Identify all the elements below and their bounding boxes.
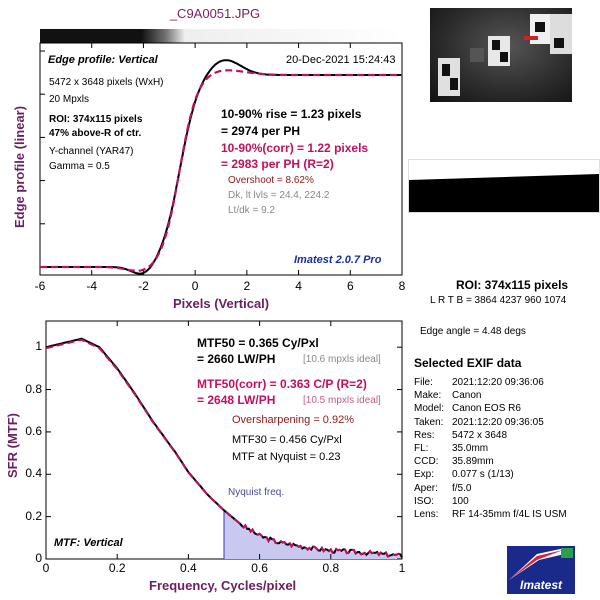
y-tick-label: 1	[35, 339, 42, 354]
nyquist-label: Nyquist freq.	[228, 487, 285, 498]
megapixels-line: 20 Mpxls	[49, 94, 90, 105]
exif-key: Exp:	[414, 469, 435, 481]
x-tick-label: 0	[42, 561, 50, 575]
roi-line: ROI: 374x115 pixels	[49, 114, 143, 125]
channel-line: Y-channel (YAR47)	[49, 146, 134, 157]
mtf-curve	[45, 337, 403, 558]
exif-value: Canon EOS R6	[452, 403, 521, 415]
imatest-logo-text: Imatest	[519, 578, 563, 592]
oversharpening-line: Oversharpening = 0.92%	[232, 414, 354, 426]
x-tick-label: -4	[86, 279, 98, 293]
mtf30-line: MTF30 = 0.456 Cy/Pxl	[232, 434, 342, 446]
imatest-logo: Imatest	[507, 546, 575, 594]
dark-light-levels: Dk, lt lvls = 24.4, 224.2	[228, 190, 330, 201]
y-tick-label: 0	[35, 551, 42, 565]
exif-key: Make:	[414, 390, 442, 402]
y-tick-label: 0.6	[25, 423, 42, 438]
exif-key: FL:	[414, 443, 429, 454]
light-dark-ratio: Lt/dk = 9.2	[228, 205, 275, 216]
x-tick-label: 0.4	[180, 561, 197, 575]
x-tick-label: 1	[398, 561, 406, 575]
exif-key: Model:	[414, 403, 445, 415]
edge-profile-plot	[39, 42, 403, 276]
mtf50-ideal: [10.6 mpxls ideal]	[303, 354, 381, 365]
imatest-version: Imatest 2.0.7 Pro	[294, 254, 382, 266]
image-filename-title: _C9A0051.JPG	[169, 6, 261, 21]
x-tick-label: 0	[191, 279, 199, 293]
exif-key: Lens:	[414, 509, 439, 520]
nyquist-area	[224, 510, 402, 559]
overshoot-line: Overshoot = 8.62%	[228, 175, 314, 186]
y-tick-label: 0.2	[25, 508, 42, 523]
edge-profile-y-label: Edge profile (linear)	[12, 105, 27, 228]
image-thumbnail	[430, 8, 572, 102]
exif-key: ISO:	[414, 495, 435, 507]
mtf50-corr-lwph-line: = 2648 LW/PH	[197, 393, 276, 407]
x-tick-label: 0.8	[322, 561, 340, 575]
edge-profile-timestamp: 20-Dec-2021 15:24:43	[286, 54, 396, 66]
exif-value: Canon	[452, 390, 482, 402]
exif-value: 5472 x 3648	[452, 429, 508, 441]
exif-key: Taken:	[414, 416, 444, 428]
roi-position-line: 47% above-R of ctr.	[49, 128, 142, 139]
edge-profile-corrected-line	[40, 69, 402, 272]
x-tick-label: -6	[34, 279, 46, 293]
roi-coordinates: L R T B = 3864 4237 960 1074	[430, 295, 567, 306]
mtf50-corr-ideal: [10.5 mpxls ideal]	[303, 395, 381, 406]
exif-key: Aper:	[414, 482, 438, 494]
x-tick-label: -2	[138, 279, 149, 293]
edge-profile-heading: Edge profile: Vertical	[48, 54, 158, 66]
rise-10-90: 10-90% rise = 1.23 pixels	[221, 107, 362, 121]
mtf-x-label: Frequency, Cycles/pixel	[149, 578, 297, 593]
mtf-plot	[45, 320, 403, 560]
exif-value: f/5.0	[452, 482, 472, 494]
image-size-line: 5472 x 3648 pixels (WxH)	[49, 77, 164, 88]
rise-corr-10-90: 10-90%(corr) = 1.22 pixels	[221, 141, 369, 155]
exif-value: RF 14-35mm f/4L IS USM	[452, 509, 567, 520]
mtf50-corr-line: MTF50(corr) = 0.363 C/P (R=2)	[197, 377, 367, 391]
mtf50-lwph-line: = 2660 LW/PH	[197, 352, 276, 366]
exif-title: Selected EXIF data	[414, 356, 522, 370]
x-tick-label: 4	[295, 279, 302, 293]
x-tick-label: 0.2	[108, 561, 126, 575]
exif-value: 35.0mm	[452, 443, 489, 454]
gamma-line: Gamma = 0.5	[49, 161, 110, 172]
roi-crop-preview	[408, 159, 600, 213]
roi-size-title: ROI: 374x115 pixels	[456, 278, 569, 292]
mtf50-line: MTF50 = 0.365 Cy/Pxl	[197, 336, 319, 350]
x-tick-label: 2	[243, 279, 251, 293]
x-tick-label: 0.6	[251, 561, 268, 575]
exif-key: Res:	[414, 429, 435, 441]
exif-value: 2021:12:20 09:36:05	[452, 416, 544, 428]
exif-key: CCD:	[414, 456, 439, 468]
edge-profile-x-label: Pixels (Vertical)	[173, 296, 270, 311]
y-tick-label: 0.8	[25, 381, 42, 396]
exif-value: 35.89mm	[452, 456, 494, 468]
rise-corr-per-ph: = 2983 per PH (R=2)	[221, 157, 334, 171]
mtf-heading: MTF: Vertical	[54, 537, 123, 549]
mtf-nyquist-line: MTF at Nyquist = 0.23	[232, 451, 341, 463]
exif-value: 100	[452, 495, 469, 507]
edge-gradient-strip	[40, 29, 402, 43]
exif-value: 2021:12:20 09:36:06	[452, 377, 544, 388]
y-tick-label: 0.4	[25, 466, 42, 481]
exif-key: File:	[414, 377, 433, 388]
exif-value: 0.077 s (1/13)	[452, 469, 514, 481]
rise-per-ph: = 2974 per PH	[221, 124, 301, 138]
x-tick-label: 8	[398, 279, 406, 293]
edge-angle: Edge angle = 4.48 degs	[420, 326, 526, 337]
x-tick-label: 6	[346, 279, 354, 293]
